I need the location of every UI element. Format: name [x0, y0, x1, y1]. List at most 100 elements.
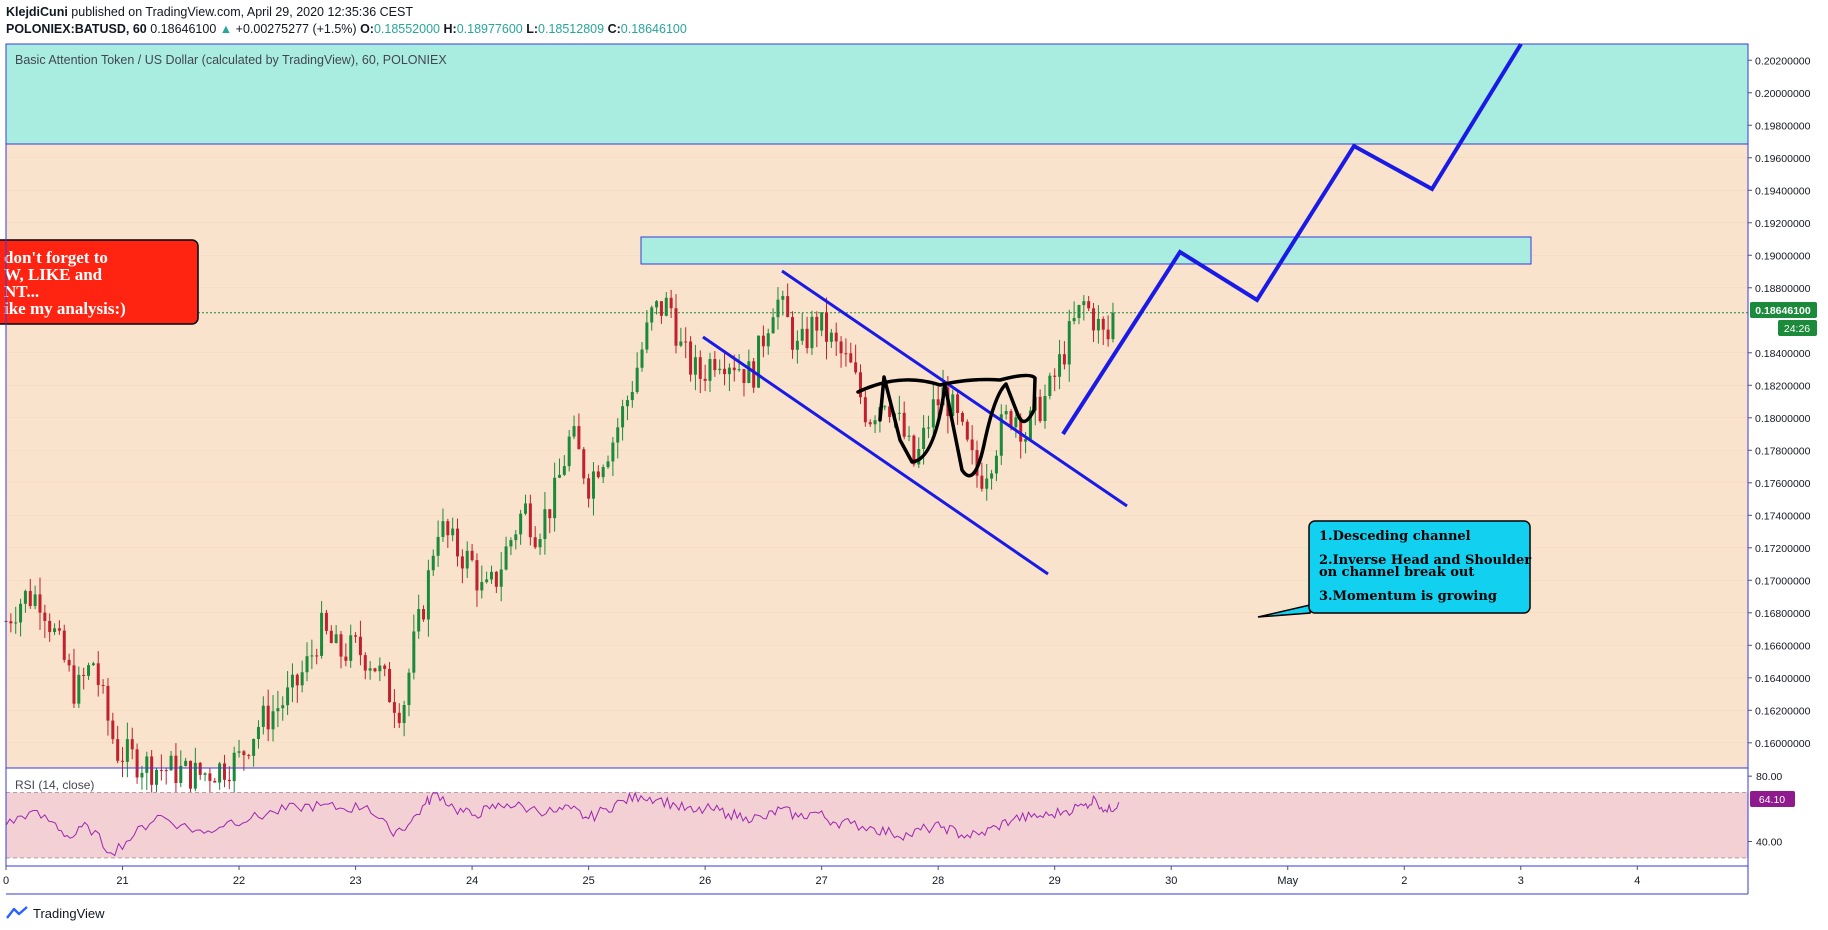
candle-body: [703, 378, 707, 381]
rsi-tick-label: 40.00: [1756, 837, 1782, 849]
high-label: H:: [443, 22, 457, 36]
candle-body: [324, 612, 328, 631]
rsi-axis[interactable]: 80.00 40.00: [1748, 771, 1782, 849]
candle-body: [897, 412, 901, 414]
symbol-label[interactable]: POLONIEX:BATUSD, 60: [6, 22, 147, 36]
candle-body: [572, 426, 576, 437]
candles-layer: [4, 283, 1115, 803]
candle-body: [213, 780, 217, 783]
candle-body: [1014, 417, 1018, 428]
candle-body: [640, 349, 644, 368]
rsi-title: RSI (14, close): [15, 778, 94, 792]
candle-body: [567, 436, 571, 467]
price-tick-label: 0.17400000: [1755, 510, 1811, 522]
time-tick-label: 2: [1401, 875, 1407, 887]
candle-body: [1048, 375, 1052, 396]
candle-body: [582, 449, 586, 479]
price-tick-label: 0.16400000: [1755, 673, 1811, 685]
candle-body: [611, 442, 615, 462]
candle-body: [91, 663, 95, 666]
candle-body: [281, 705, 285, 709]
candle-body: [956, 394, 960, 413]
candle-body: [873, 420, 877, 425]
candle-body: [334, 634, 338, 643]
candle-body: [810, 316, 814, 349]
candle-body: [907, 435, 911, 437]
candle-body: [965, 421, 969, 440]
candle-body: [795, 340, 799, 350]
candle-body: [858, 372, 862, 398]
tradingview-logo-icon[interactable]: [6, 906, 28, 920]
candle-body: [922, 427, 926, 449]
time-tick-label: 0: [3, 875, 9, 887]
projection-path[interactable]: [1061, 42, 1523, 436]
candle-body: [193, 762, 197, 789]
candle-body: [994, 455, 998, 474]
candle-body: [630, 391, 634, 401]
channel-lower-line[interactable]: [702, 335, 1049, 576]
candle-body: [198, 762, 202, 775]
price-tick-label: 0.19600000: [1755, 153, 1811, 165]
candle-body: [936, 399, 940, 406]
candle-body: [698, 357, 702, 379]
red-callout-line-4: ike my analysis:): [4, 299, 126, 318]
high-value: 0.18977600: [456, 22, 523, 36]
candle-body: [329, 630, 333, 643]
channel-upper-line[interactable]: [781, 269, 1128, 508]
red-callout-line-2: W, LIKE and: [4, 265, 103, 284]
candle-body: [451, 528, 455, 536]
candle-body: [791, 317, 795, 350]
candle-body: [616, 427, 620, 443]
candle-body: [1004, 411, 1008, 415]
red-callout[interactable]: don't forget to W, LIKE and NT... ike my…: [0, 239, 199, 325]
rsi-line[interactable]: [5, 791, 1120, 857]
candle-body: [829, 332, 833, 342]
candle-body: [684, 341, 688, 343]
candle-body: [271, 711, 275, 730]
candle-body: [820, 312, 824, 331]
candle-body: [723, 368, 727, 375]
candle-body: [883, 406, 887, 408]
main-pane[interactable]: [6, 44, 1748, 768]
up-arrow-icon: ▲: [219, 22, 233, 36]
author-name[interactable]: KlejdiCuni: [6, 5, 68, 19]
candle-body: [1009, 411, 1013, 428]
top-resistance-zone[interactable]: [5, 43, 1749, 145]
candle-body: [14, 622, 18, 624]
candle-body: [470, 550, 474, 561]
candle-body: [844, 353, 848, 355]
candle-body: [358, 636, 362, 656]
candle-body: [1101, 318, 1105, 330]
candle-body: [601, 467, 605, 478]
candle-body: [247, 755, 251, 757]
inverse-head-and-shoulders-drawing[interactable]: [856, 373, 1037, 478]
candle-body: [1082, 301, 1086, 306]
candle-body: [727, 367, 731, 375]
candle-body: [1077, 305, 1081, 319]
close-value: 0.18646100: [620, 22, 687, 36]
brand-name[interactable]: TradingView: [33, 905, 105, 921]
candle-body: [975, 450, 979, 476]
cyan-callout[interactable]: 1.Desceding channel 2.Inverse Head and S…: [1257, 520, 1531, 618]
candle-body: [587, 478, 591, 499]
price-axis[interactable]: 0.16000000 0.16200000 0.16400000 0.16600000…: [1748, 55, 1811, 750]
candle-body: [67, 659, 71, 666]
candle-body: [1096, 318, 1100, 331]
price-tick-label: 0.16600000: [1755, 640, 1811, 652]
candle-body: [290, 674, 294, 688]
time-axis[interactable]: 0 21 22 23 24 25 26 27 28 29 30 May 2 3 4: [3, 866, 1640, 887]
candle-body: [373, 668, 377, 672]
candle-body: [718, 368, 722, 371]
candle-body: [868, 422, 872, 425]
candle-body: [1106, 329, 1110, 340]
candle-body: [752, 361, 756, 388]
candle-body: [28, 590, 32, 607]
candle-body: [888, 406, 892, 417]
candle-body: [106, 685, 110, 721]
resistance-zone[interactable]: [640, 236, 1532, 265]
price-tick-label: 0.16200000: [1755, 705, 1811, 717]
time-tick-label: 22: [233, 875, 245, 887]
candle-body: [689, 341, 693, 375]
candle-body: [815, 316, 819, 331]
